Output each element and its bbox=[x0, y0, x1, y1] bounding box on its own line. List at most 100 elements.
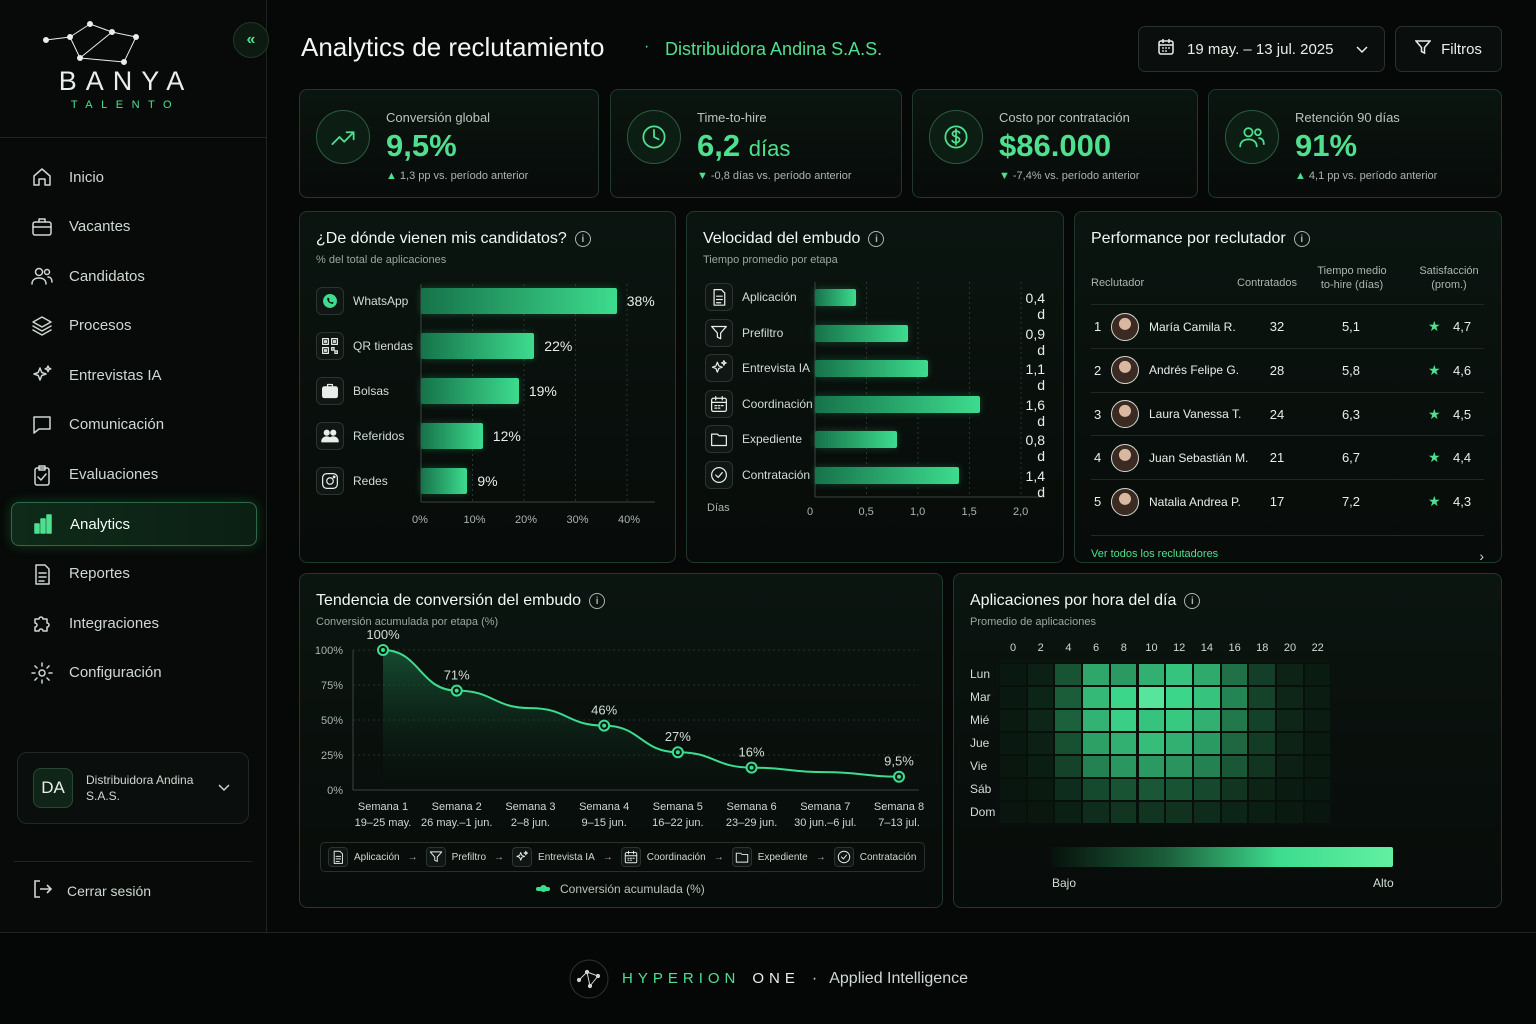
heatmap-cell[interactable] bbox=[1054, 663, 1083, 686]
heatmap-cell[interactable] bbox=[1137, 709, 1166, 732]
heatmap-cell[interactable] bbox=[1248, 663, 1276, 686]
heatmap-cell[interactable] bbox=[1248, 778, 1276, 801]
heatmap-cell[interactable] bbox=[1165, 663, 1193, 686]
logout-button[interactable]: Cerrar sesión bbox=[31, 878, 151, 903]
column-header-satisfaction[interactable]: Satisfacción (prom.) bbox=[1419, 265, 1479, 291]
column-header-recruiter[interactable]: Reclutador bbox=[1091, 277, 1145, 289]
heatmap-cell[interactable] bbox=[1248, 732, 1276, 755]
heatmap-cell[interactable] bbox=[1303, 778, 1332, 801]
heatmap-cell[interactable] bbox=[999, 663, 1027, 686]
heatmap-cell[interactable] bbox=[1026, 663, 1055, 686]
heatmap-cell[interactable] bbox=[1192, 801, 1221, 824]
sidebar-item-analytics[interactable]: Analytics bbox=[11, 502, 257, 547]
heatmap-cell[interactable] bbox=[1220, 755, 1249, 778]
heatmap-cell[interactable] bbox=[1165, 801, 1193, 824]
heatmap-cell[interactable] bbox=[1220, 663, 1249, 686]
info-icon[interactable]: i bbox=[1293, 231, 1310, 247]
heatmap-cell[interactable] bbox=[1137, 755, 1166, 778]
info-icon[interactable]: i bbox=[868, 231, 885, 247]
heatmap-cell[interactable] bbox=[1248, 801, 1276, 824]
sidebar-item-entrevistas-ia[interactable]: Entrevistas IA bbox=[11, 353, 257, 397]
column-header-hired[interactable]: Contratados bbox=[1237, 277, 1297, 289]
heatmap-cell[interactable] bbox=[1192, 663, 1221, 686]
heatmap-cell[interactable] bbox=[1082, 801, 1110, 824]
sidebar-item-comunicaci-n[interactable]: Comunicación bbox=[11, 403, 257, 447]
heatmap-cell[interactable] bbox=[1220, 709, 1249, 732]
heatmap-cell[interactable] bbox=[1165, 778, 1193, 801]
source-bar[interactable] bbox=[421, 423, 483, 449]
heatmap-cell[interactable] bbox=[1220, 732, 1249, 755]
heatmap-cell[interactable] bbox=[1137, 801, 1166, 824]
heatmap-cell[interactable] bbox=[1026, 778, 1055, 801]
heatmap-cell[interactable] bbox=[1248, 755, 1276, 778]
heatmap-cell[interactable] bbox=[1137, 732, 1166, 755]
heatmap-cell[interactable] bbox=[1082, 686, 1110, 709]
heatmap-cell[interactable] bbox=[999, 778, 1027, 801]
heatmap-cell[interactable] bbox=[1303, 755, 1332, 778]
heatmap-cell[interactable] bbox=[1276, 732, 1304, 755]
heatmap-cell[interactable] bbox=[1082, 732, 1110, 755]
heatmap-cell[interactable] bbox=[1248, 686, 1276, 709]
heatmap-cell[interactable] bbox=[1054, 709, 1083, 732]
heatmap-cell[interactable] bbox=[1276, 778, 1304, 801]
heatmap-cell[interactable] bbox=[1082, 709, 1110, 732]
heatmap-cell[interactable] bbox=[1220, 778, 1249, 801]
heatmap-cell[interactable] bbox=[1192, 709, 1221, 732]
heatmap-cell[interactable] bbox=[1192, 686, 1221, 709]
heatmap-cell[interactable] bbox=[1026, 755, 1055, 778]
heatmap-cell[interactable] bbox=[1303, 732, 1332, 755]
heatmap-cell[interactable] bbox=[1082, 663, 1110, 686]
heatmap-cell[interactable] bbox=[1137, 778, 1166, 801]
sidebar-item-procesos[interactable]: Procesos bbox=[11, 304, 257, 348]
heatmap-cell[interactable] bbox=[1165, 755, 1193, 778]
stage-bar[interactable] bbox=[815, 289, 857, 306]
heatmap-cell[interactable] bbox=[1192, 732, 1221, 755]
heatmap-cell[interactable] bbox=[1054, 732, 1083, 755]
stage-bar[interactable] bbox=[815, 324, 908, 342]
recruiter-row[interactable]: 2 Andrés Felipe G. 28 5,8 ★ 4,6 bbox=[1091, 347, 1484, 392]
filters-button[interactable]: Filtros bbox=[1395, 26, 1502, 72]
heatmap-cell[interactable] bbox=[1109, 778, 1138, 801]
view-all-recruiters-link[interactable]: Ver todos los reclutadores › bbox=[1091, 535, 1484, 564]
heatmap-cell[interactable] bbox=[1054, 755, 1083, 778]
stage-bar[interactable] bbox=[815, 467, 960, 484]
column-header-time-to-hire[interactable]: Tiempo medio to-hire (días) bbox=[1317, 265, 1387, 291]
heatmap-cell[interactable] bbox=[1026, 709, 1055, 732]
heatmap-cell[interactable] bbox=[1109, 709, 1138, 732]
heatmap-cell[interactable] bbox=[1109, 732, 1138, 755]
heatmap-cell[interactable] bbox=[1109, 801, 1138, 824]
heatmap-cell[interactable] bbox=[1054, 778, 1083, 801]
heatmap-cell[interactable] bbox=[1026, 732, 1055, 755]
heatmap-cell[interactable] bbox=[1276, 686, 1304, 709]
source-bar[interactable] bbox=[421, 378, 519, 404]
heatmap-cell[interactable] bbox=[999, 686, 1027, 709]
heatmap-cell[interactable] bbox=[1054, 801, 1083, 824]
source-bar[interactable] bbox=[421, 333, 535, 359]
heatmap-cell[interactable] bbox=[1026, 801, 1055, 824]
heatmap-cell[interactable] bbox=[1165, 709, 1193, 732]
heatmap-cell[interactable] bbox=[1109, 686, 1138, 709]
heatmap-cell[interactable] bbox=[999, 755, 1027, 778]
sidebar-item-evaluaciones[interactable]: Evaluaciones bbox=[11, 453, 257, 497]
heatmap-cell[interactable] bbox=[1192, 778, 1221, 801]
heatmap-cell[interactable] bbox=[1082, 755, 1110, 778]
sidebar-item-reportes[interactable]: Reportes bbox=[11, 552, 257, 596]
info-icon[interactable]: i bbox=[574, 231, 591, 247]
heatmap-cell[interactable] bbox=[1165, 732, 1193, 755]
heatmap-cell[interactable] bbox=[1137, 686, 1166, 709]
stage-bar[interactable] bbox=[815, 431, 898, 449]
heatmap-cell[interactable] bbox=[1109, 755, 1138, 778]
heatmap-cell[interactable] bbox=[1165, 686, 1193, 709]
heatmap-cell[interactable] bbox=[1303, 801, 1332, 824]
heatmap-cell[interactable] bbox=[1276, 709, 1304, 732]
stage-bar[interactable] bbox=[815, 360, 929, 378]
recruiter-row[interactable]: 3 Laura Vanessa T. 24 6,3 ★ 4,5 bbox=[1091, 391, 1484, 436]
heatmap-cell[interactable] bbox=[1276, 663, 1304, 686]
heatmap-cell[interactable] bbox=[999, 801, 1027, 824]
sidebar-item-configuraci-n[interactable]: Configuración bbox=[11, 651, 257, 695]
heatmap-cell[interactable] bbox=[1054, 686, 1083, 709]
heatmap-cell[interactable] bbox=[1082, 778, 1110, 801]
source-bar[interactable] bbox=[421, 288, 617, 314]
heatmap-cell[interactable] bbox=[1137, 663, 1166, 686]
heatmap-cell[interactable] bbox=[1276, 801, 1304, 824]
